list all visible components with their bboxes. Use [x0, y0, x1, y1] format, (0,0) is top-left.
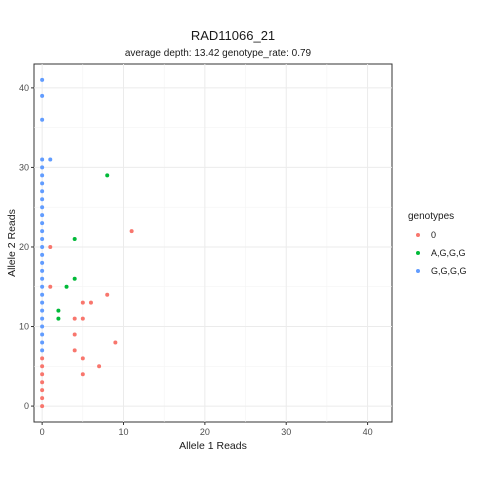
grid-minor: [34, 64, 392, 422]
data-point: [40, 340, 45, 345]
data-point: [56, 308, 61, 313]
x-axis-ticks: 0 10 20 30 40: [40, 422, 373, 437]
y-tick-label: 20: [19, 242, 29, 252]
data-point: [64, 284, 69, 289]
data-point: [40, 189, 45, 194]
data-point: [40, 197, 45, 202]
y-tick-label: 0: [24, 401, 29, 411]
data-point: [113, 340, 118, 345]
x-axis-title: Allele 1 Reads: [179, 440, 247, 452]
data-point: [40, 117, 45, 122]
data-point: [105, 292, 110, 297]
data-point: [40, 396, 45, 401]
data-point: [72, 237, 77, 242]
data-point: [40, 244, 45, 249]
chart-title: RAD11066_21: [191, 28, 275, 43]
data-point: [40, 300, 45, 305]
data-point: [72, 276, 77, 281]
data-point: [40, 260, 45, 265]
data-point: [40, 316, 45, 321]
data-point: [40, 276, 45, 281]
legend-swatch: [416, 269, 420, 273]
data-point: [40, 93, 45, 98]
legend-item: G,G,G,G: [416, 266, 467, 276]
data-point: [105, 173, 110, 178]
y-axis-ticks: 0 10 20 30 40: [19, 83, 34, 411]
data-points: [40, 77, 134, 409]
legend-swatch: [416, 233, 420, 237]
data-point: [40, 380, 45, 385]
data-point: [56, 316, 61, 321]
data-point: [80, 356, 85, 361]
x-tick-label: 10: [118, 427, 128, 437]
chart-subtitle: average depth: 13.42 genotype_rate: 0.79: [125, 48, 312, 59]
data-point: [88, 300, 93, 305]
data-point: [40, 221, 45, 226]
legend: genotypes 0 A,G,G,G G,G,G,G: [408, 211, 467, 276]
data-point: [72, 348, 77, 353]
data-point: [40, 229, 45, 234]
data-point: [40, 77, 45, 82]
grid-major: [34, 64, 392, 422]
y-tick-label: 30: [19, 162, 29, 172]
legend-title: genotypes: [408, 211, 454, 222]
data-point: [40, 252, 45, 257]
y-tick-label: 40: [19, 83, 29, 93]
legend-item: 0: [416, 230, 436, 240]
data-point: [40, 181, 45, 186]
data-point: [40, 332, 45, 337]
data-point: [40, 388, 45, 393]
data-point: [40, 165, 45, 170]
legend-label: 0: [431, 230, 436, 240]
legend-item: A,G,G,G: [416, 248, 466, 258]
data-point: [40, 157, 45, 162]
data-point: [72, 332, 77, 337]
data-point: [40, 237, 45, 242]
data-point: [40, 324, 45, 329]
x-tick-label: 20: [200, 427, 210, 437]
data-point: [80, 316, 85, 321]
data-point: [40, 213, 45, 218]
data-point: [40, 348, 45, 353]
data-point: [48, 157, 53, 162]
x-tick-label: 40: [363, 427, 373, 437]
data-point: [40, 308, 45, 313]
legend-swatch: [416, 251, 420, 255]
data-point: [80, 300, 85, 305]
data-point: [48, 244, 53, 249]
y-tick-label: 10: [19, 322, 29, 332]
legend-label: A,G,G,G: [431, 248, 466, 258]
data-point: [40, 364, 45, 369]
y-axis-title: Allele 2 Reads: [6, 209, 18, 277]
legend-label: G,G,G,G: [431, 266, 467, 276]
plot-panel: [33, 63, 393, 423]
data-point: [40, 404, 45, 409]
x-tick-label: 30: [281, 427, 291, 437]
x-tick-label: 0: [40, 427, 45, 437]
data-point: [40, 372, 45, 377]
data-point: [40, 292, 45, 297]
data-point: [72, 316, 77, 321]
legend-items: 0 A,G,G,G G,G,G,G: [416, 230, 467, 276]
data-point: [40, 205, 45, 210]
data-point: [40, 268, 45, 273]
data-point: [40, 284, 45, 289]
data-point: [40, 173, 45, 178]
data-point: [97, 364, 102, 369]
data-point: [80, 372, 85, 377]
data-point: [129, 229, 134, 234]
data-point: [48, 284, 53, 289]
data-point: [40, 356, 45, 361]
